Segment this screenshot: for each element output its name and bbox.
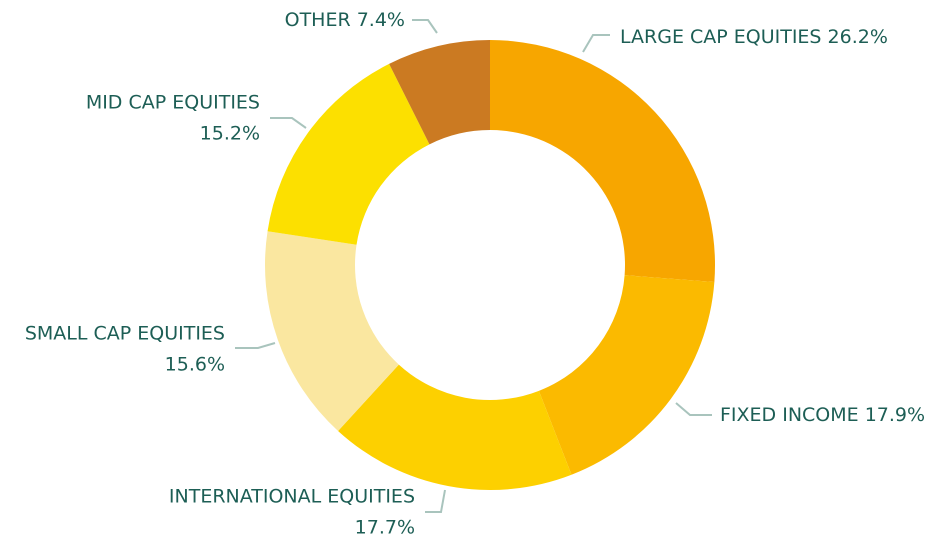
donut-slice: [538, 275, 715, 475]
slice-label: FIXED INCOME 17.9%: [720, 404, 925, 426]
slice-value: 15.6%: [165, 354, 225, 376]
slice-value: 7.4%: [357, 9, 405, 31]
slice-category: MID CAP EQUITIES: [86, 92, 260, 114]
donut-slice: [265, 231, 399, 431]
donut-slice: [267, 63, 430, 245]
slice-value: 17.9%: [865, 404, 925, 426]
donut-slice: [389, 40, 490, 145]
leader-line: [425, 489, 446, 513]
slice-category: SMALL CAP EQUITIES: [25, 323, 225, 345]
leader-line: [675, 402, 712, 416]
slice-label: LARGE CAP EQUITIES 26.2%: [620, 26, 888, 48]
donut-slice: [338, 364, 572, 490]
slice-category: OTHER: [285, 9, 351, 31]
leader-line: [582, 34, 610, 53]
slice-category: INTERNATIONAL EQUITIES: [169, 486, 415, 508]
leader-line: [235, 342, 276, 349]
slice-category: LARGE CAP EQUITIES: [620, 26, 822, 48]
slice-label: OTHER 7.4%: [285, 9, 405, 31]
slice-category: FIXED INCOME: [720, 404, 859, 426]
slice-value: 26.2%: [828, 26, 888, 48]
slice-value: 15.2%: [200, 123, 260, 145]
leader-line: [270, 117, 307, 129]
leader-line: [412, 19, 438, 34]
slice-value: 17.7%: [355, 517, 415, 537]
donut-slice: [490, 40, 715, 282]
